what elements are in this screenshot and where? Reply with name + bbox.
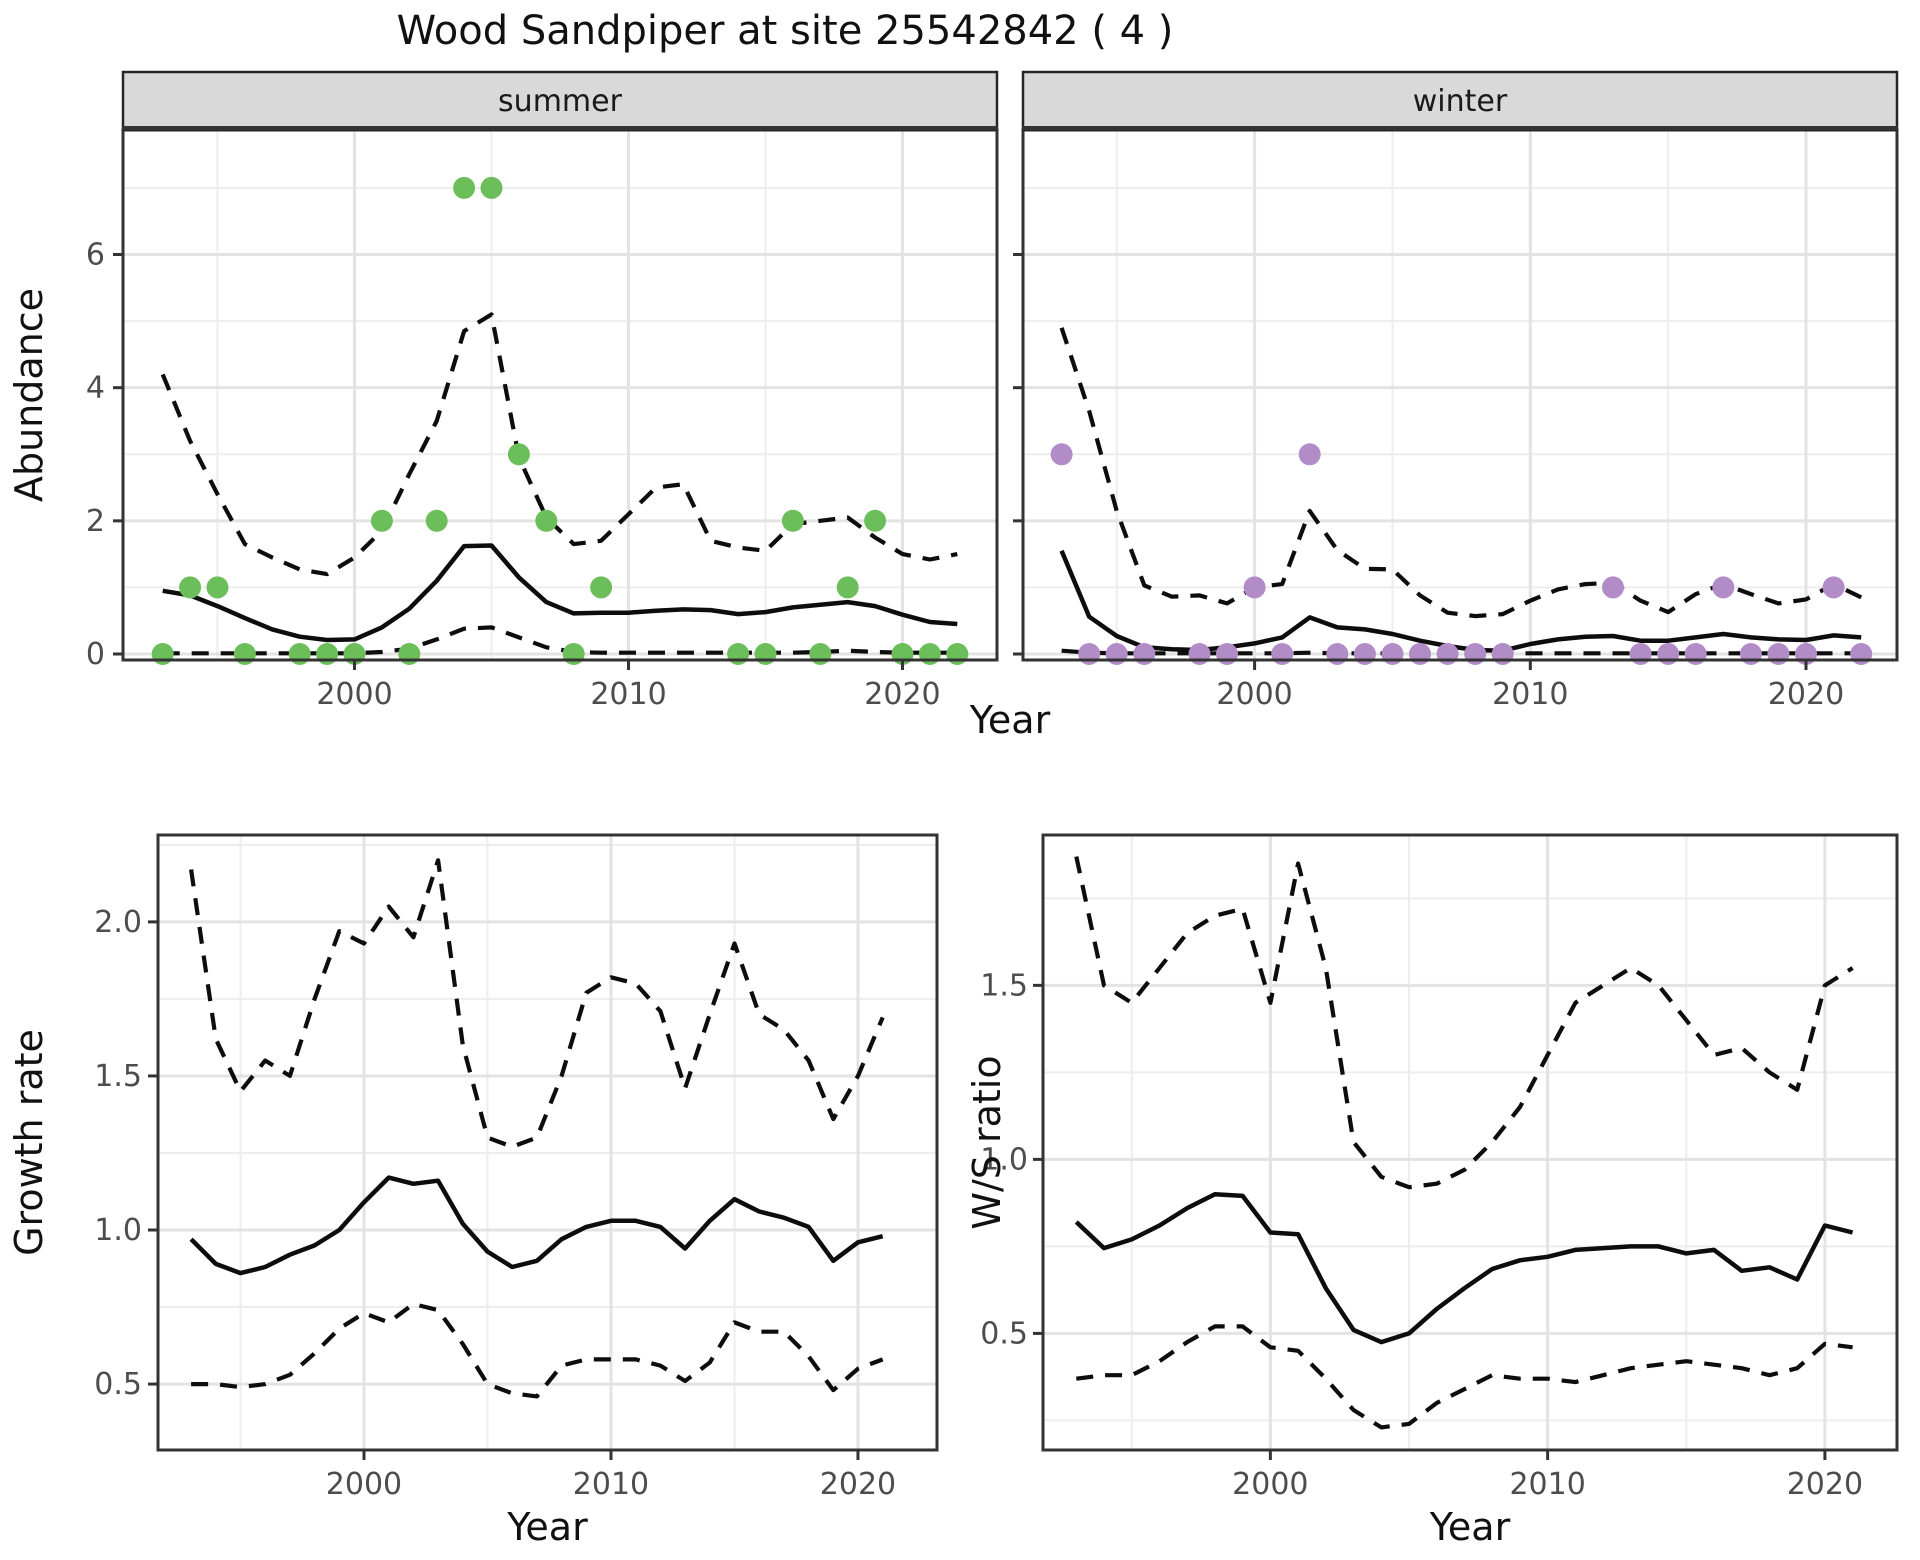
observed-point <box>206 576 229 599</box>
upper_ci-line <box>1059 327 1863 619</box>
observed-point <box>151 643 174 665</box>
observed-point <box>1326 643 1349 665</box>
x-tick-label: 2000 <box>1232 1467 1308 1502</box>
y-tick-label: 1.5 <box>980 968 1028 1003</box>
y-axis-title-abundance: Abundance <box>7 288 51 502</box>
x-tick-label: 2020 <box>820 1467 896 1502</box>
upper_ci-line <box>189 858 885 1149</box>
observed-point <box>1381 643 1404 665</box>
y-tick-label: 1.5 <box>94 1059 142 1094</box>
facet-label: summer <box>498 84 623 119</box>
lower_ci-line <box>191 1301 884 1399</box>
y-tick-label: 2.0 <box>94 905 142 940</box>
median-line <box>162 543 958 643</box>
observed-point <box>1739 643 1762 665</box>
observed-point <box>727 643 750 665</box>
observed-point <box>1105 643 1128 665</box>
observed-point <box>1822 576 1845 599</box>
observed-point <box>1657 643 1680 665</box>
panel-border <box>1041 833 1899 1452</box>
observed-point <box>288 643 311 665</box>
observed-point <box>425 509 448 532</box>
observed-point <box>535 509 558 532</box>
observed-point <box>1629 643 1652 665</box>
observed-point <box>1271 643 1294 665</box>
x-axis-title-ws: Year <box>1429 1505 1511 1549</box>
median-line <box>1074 1191 1854 1345</box>
x-tick-label: 2010 <box>1509 1467 1585 1502</box>
panel-border <box>121 128 999 662</box>
observed-point <box>233 643 256 665</box>
observed-point <box>480 176 503 199</box>
x-tick-label: 2000 <box>1216 677 1292 712</box>
y-tick-label: 0.5 <box>980 1316 1028 1351</box>
y-axis-title-growth: Growth rate <box>7 1029 51 1256</box>
y-tick-label: 2 <box>86 504 105 539</box>
upper_ci-line <box>1074 856 1854 1190</box>
x-tick-label: 2000 <box>316 677 392 712</box>
y-tick-label: 0.5 <box>94 1367 142 1402</box>
observed-point <box>1133 643 1156 665</box>
upper_ci-line <box>160 312 958 577</box>
observed-point <box>1767 643 1790 665</box>
observed-point <box>1078 643 1101 665</box>
facet-label: winter <box>1413 84 1508 119</box>
y-tick-label: 1.0 <box>980 1142 1028 1177</box>
observed-point <box>1298 443 1321 466</box>
x-tick-label: 2010 <box>590 677 666 712</box>
observed-point <box>1602 576 1624 599</box>
observed-point <box>370 509 393 532</box>
x-tick-label: 2010 <box>1492 677 1568 712</box>
median-line <box>1059 549 1862 653</box>
x-tick-label: 2020 <box>864 677 940 712</box>
x-tick-label: 2020 <box>1768 677 1844 712</box>
observed-point <box>1188 643 1211 665</box>
observed-point <box>562 643 585 665</box>
x-axis-title-top: Year <box>969 698 1051 742</box>
median-line <box>189 1175 884 1276</box>
observed-point <box>809 643 832 665</box>
y-axis-title-ws: W/S ratio <box>965 1055 1009 1229</box>
y-tick-label: 6 <box>86 238 105 273</box>
observed-point <box>1684 643 1707 665</box>
observed-point <box>1050 443 1073 466</box>
observed-point <box>754 643 777 665</box>
panel-border <box>1021 128 1899 662</box>
observed-point <box>1464 643 1487 665</box>
x-tick-label: 2000 <box>326 1467 402 1502</box>
y-tick-label: 4 <box>86 371 105 406</box>
observed-point <box>781 509 804 532</box>
observed-point <box>836 576 859 599</box>
observed-point <box>179 576 202 599</box>
facet-strip <box>1021 70 1899 132</box>
chart-title: Wood Sandpiper at site 25542842 ( 4 ) <box>396 8 1174 54</box>
observed-point <box>453 176 476 199</box>
observed-point <box>1409 643 1431 665</box>
observed-point <box>1436 643 1459 665</box>
x-axis-title-growth: Year <box>506 1505 588 1549</box>
observed-point <box>1216 643 1238 665</box>
x-tick-label: 2010 <box>573 1467 649 1502</box>
observed-point <box>1243 576 1266 599</box>
observed-point <box>316 643 339 665</box>
observed-point <box>590 576 613 599</box>
y-tick-label: 1.0 <box>94 1213 142 1248</box>
panel-border <box>156 833 939 1452</box>
x-tick-label: 2020 <box>1787 1467 1863 1502</box>
observed-point <box>1712 576 1735 599</box>
observed-point <box>918 643 941 665</box>
observed-point <box>1850 643 1873 665</box>
observed-point <box>398 643 421 665</box>
observed-point <box>1491 643 1514 665</box>
observed-point <box>946 643 969 665</box>
y-tick-label: 0 <box>86 637 105 672</box>
lower_ci-line <box>1076 1324 1853 1430</box>
observed-point <box>507 443 530 466</box>
observed-point <box>864 509 887 532</box>
observed-point <box>1353 643 1376 665</box>
